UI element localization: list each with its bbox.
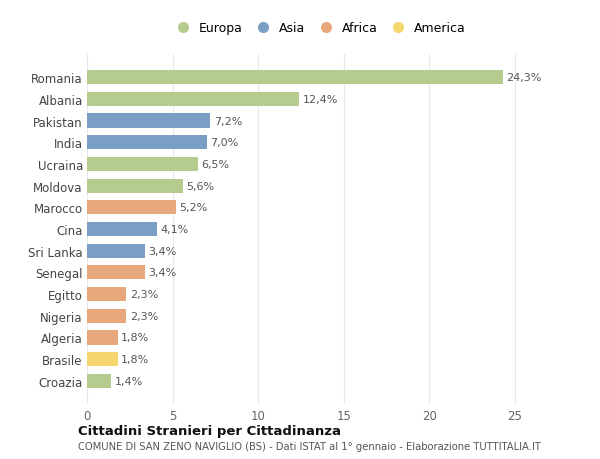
Bar xyxy=(87,309,127,323)
Text: 1,8%: 1,8% xyxy=(121,354,149,364)
Text: 6,5%: 6,5% xyxy=(202,160,230,169)
Bar xyxy=(87,136,207,150)
Text: Cittadini Stranieri per Cittadinanza: Cittadini Stranieri per Cittadinanza xyxy=(78,424,341,437)
Text: 5,2%: 5,2% xyxy=(179,203,208,213)
Text: 2,3%: 2,3% xyxy=(130,290,158,299)
Text: 3,4%: 3,4% xyxy=(149,246,177,256)
Bar xyxy=(87,244,145,258)
Text: 1,4%: 1,4% xyxy=(115,376,143,386)
Legend: Europa, Asia, Africa, America: Europa, Asia, Africa, America xyxy=(168,19,468,38)
Bar xyxy=(87,157,198,172)
Text: 5,6%: 5,6% xyxy=(186,181,214,191)
Bar xyxy=(87,287,127,302)
Text: 3,4%: 3,4% xyxy=(149,268,177,278)
Text: 2,3%: 2,3% xyxy=(130,311,158,321)
Text: 7,2%: 7,2% xyxy=(214,116,242,126)
Bar xyxy=(87,179,183,193)
Bar xyxy=(87,330,118,345)
Text: 24,3%: 24,3% xyxy=(506,73,542,83)
Text: 4,1%: 4,1% xyxy=(161,224,189,235)
Text: COMUNE DI SAN ZENO NAVIGLIO (BS) - Dati ISTAT al 1° gennaio - Elaborazione TUTTI: COMUNE DI SAN ZENO NAVIGLIO (BS) - Dati … xyxy=(78,441,541,451)
Bar xyxy=(87,201,176,215)
Text: 7,0%: 7,0% xyxy=(210,138,238,148)
Bar xyxy=(87,93,299,106)
Text: 12,4%: 12,4% xyxy=(302,95,338,105)
Bar xyxy=(87,266,145,280)
Bar xyxy=(87,71,503,85)
Bar xyxy=(87,374,111,388)
Text: 1,8%: 1,8% xyxy=(121,333,149,343)
Bar xyxy=(87,114,210,129)
Bar xyxy=(87,353,118,366)
Bar xyxy=(87,223,157,236)
